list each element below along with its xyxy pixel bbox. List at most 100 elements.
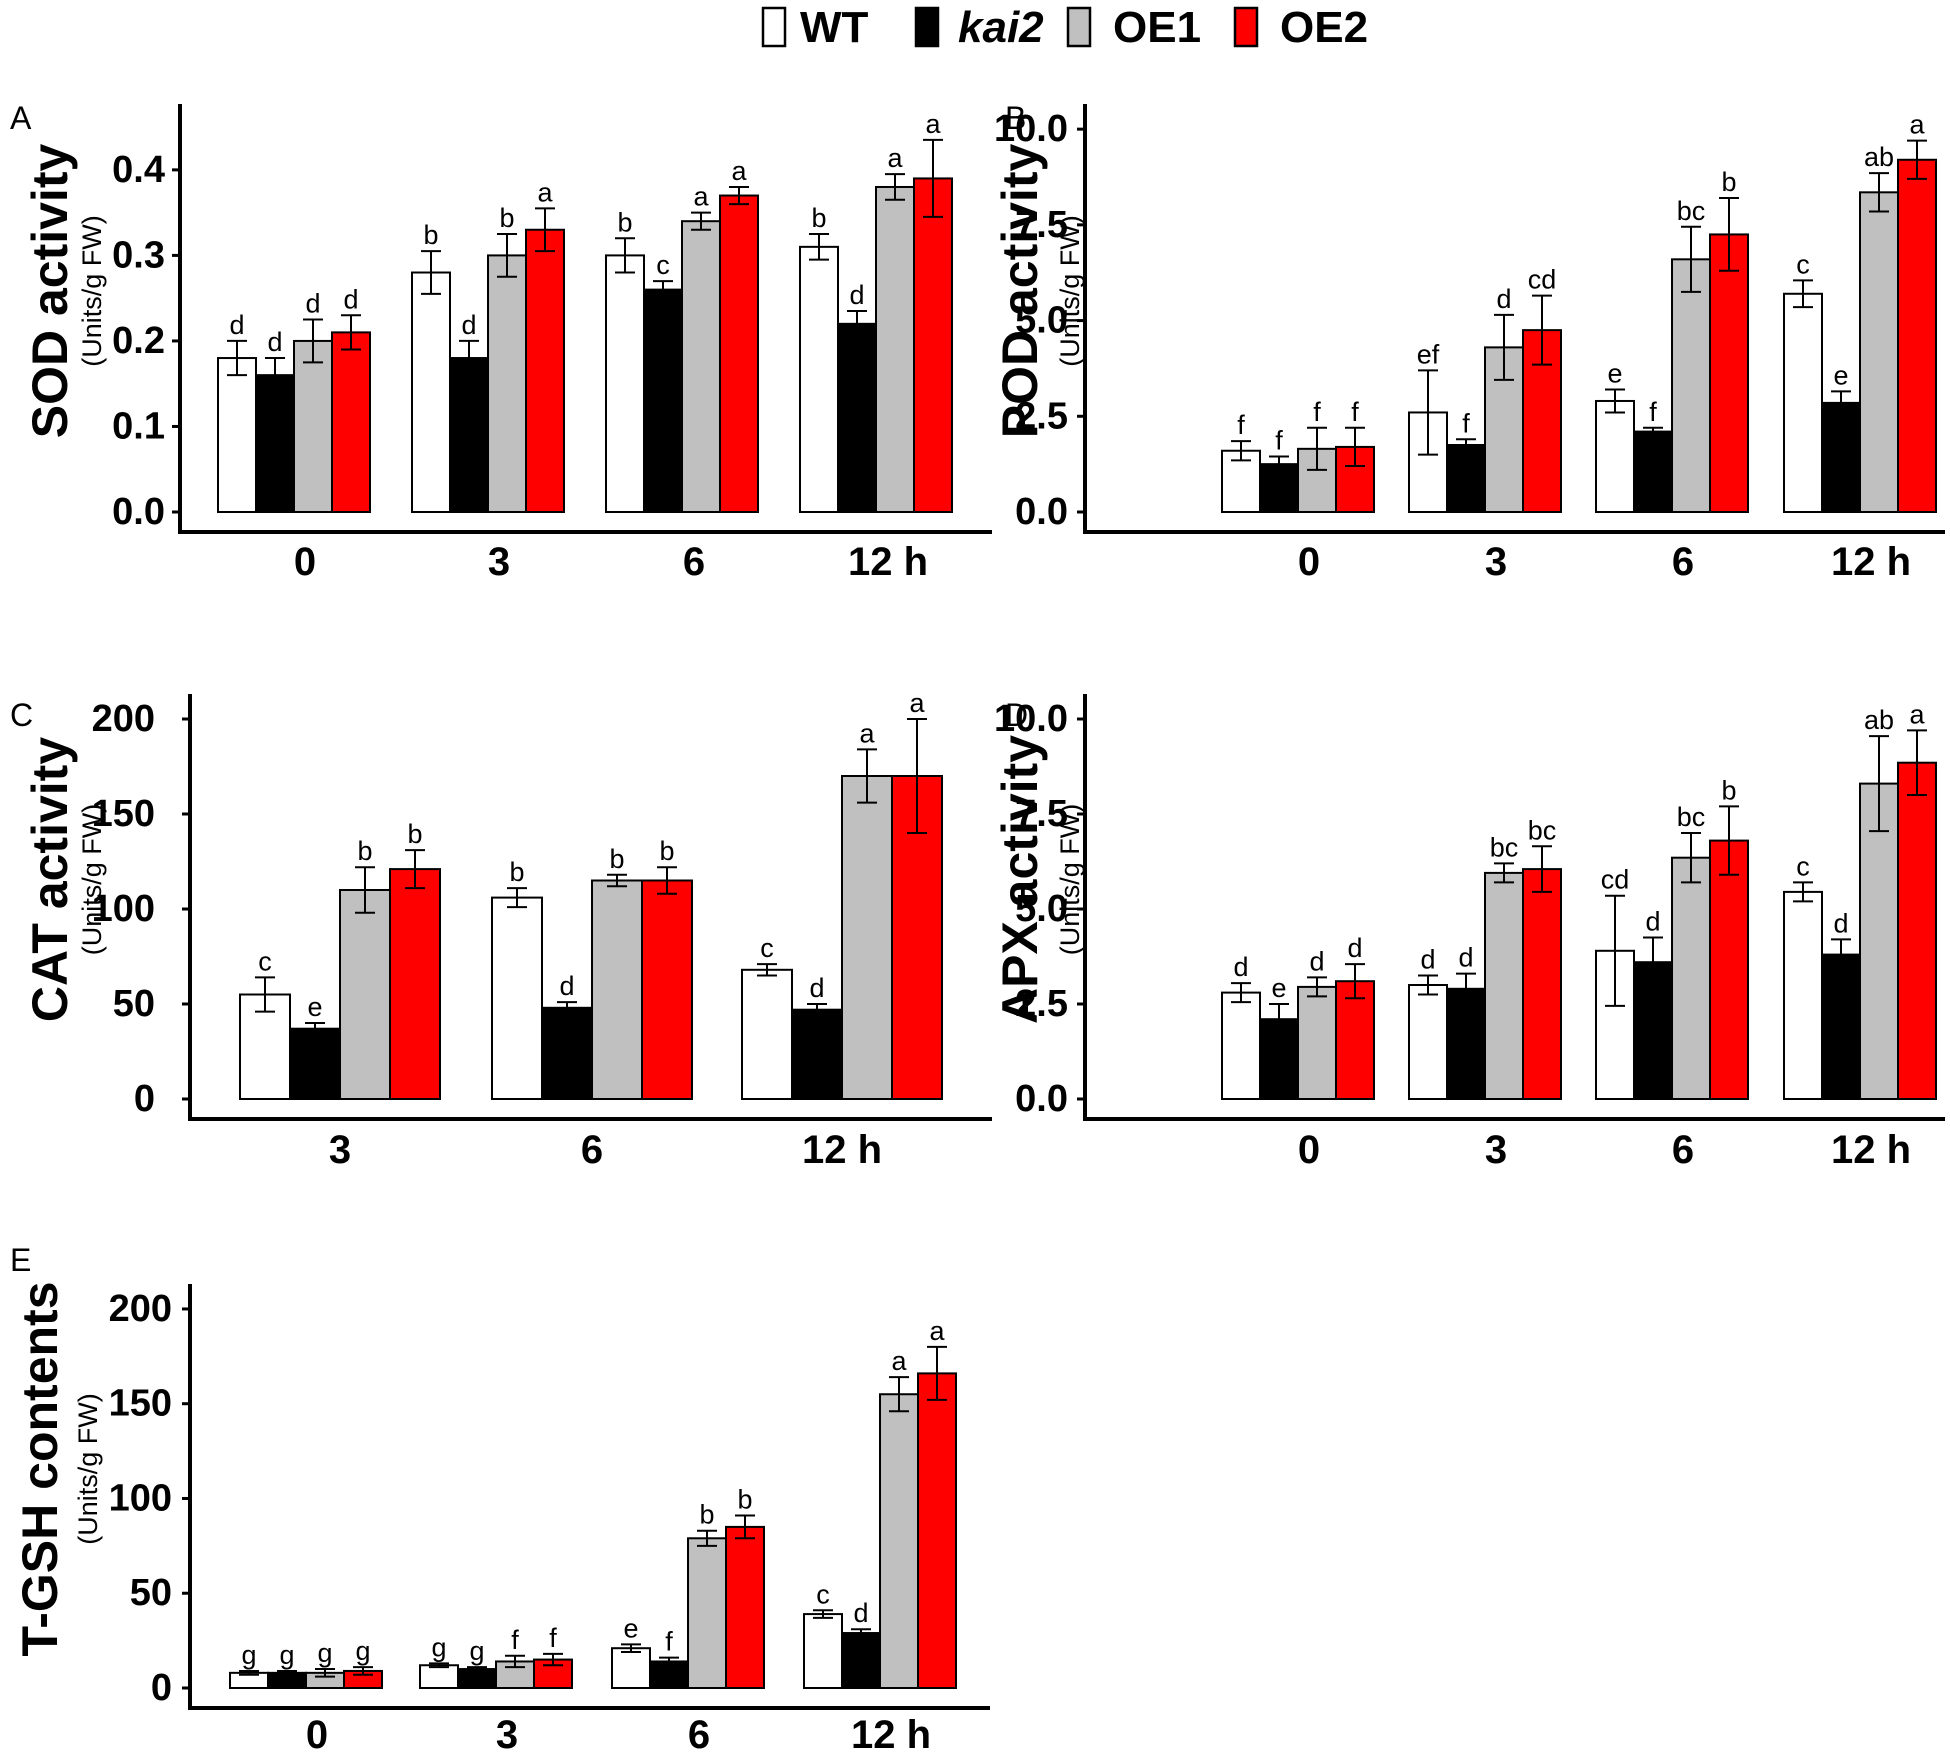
panel-c-bar-wt-12-h [741, 968, 793, 1100]
panel-e-series-oe2: g f b a [343, 1316, 957, 1690]
panel-a-bar-oe2-6 [719, 194, 759, 513]
panel-b-sig-letter-oe1-3: d [1496, 284, 1511, 314]
panel-e-letter: E [10, 1242, 31, 1278]
panel-c-sig-letter-oe2-6: b [659, 836, 674, 866]
panel-e-bar-wt-3 [419, 1664, 459, 1690]
panel-d-sig-letter-kai2-3: d [1458, 943, 1473, 973]
panel-c-ytick-label: 100 [92, 888, 155, 930]
panel-e-xtick-label-3: 3 [496, 1713, 518, 1752]
legend-label-oe2: OE2 [1280, 3, 1368, 52]
panel-b-bar-oe2-6 [1709, 233, 1749, 514]
panel-a-letter: A [10, 100, 32, 136]
panel-a-sig-letter-wt-12-h: b [811, 203, 826, 233]
panel-b-sig-letter-kai2-0: f [1275, 425, 1283, 455]
panel-a-bar-kai2-0 [255, 374, 295, 513]
panel-e-sig-letter-wt-3: g [431, 1632, 446, 1662]
panel-d-series-wt: d dcd c [1221, 851, 1823, 1101]
panel-e-sig-letter-oe1-3: f [511, 1625, 519, 1655]
panel-c-bar-kai2-6 [541, 1006, 593, 1100]
panel-c-sig-letter-kai2-6: d [559, 971, 574, 1001]
panel-b-bar-oe1-6 [1671, 258, 1711, 514]
panel-b-sig-letter-wt-0: f [1237, 410, 1245, 440]
panel-e-sig-letter-kai2-6: f [665, 1627, 673, 1657]
panel-b-bar-kai2-3 [1446, 444, 1486, 513]
panel-e-series-wt: g gec [229, 1579, 843, 1690]
panel-b-ytick-label: 5.0 [1015, 300, 1068, 342]
panel-d-xtick-label-12-h: 12 h [1831, 1128, 1911, 1172]
panel-c-sig-letter-kai2-3: e [307, 992, 322, 1022]
panel-a-sig-letter-oe1-6: a [693, 182, 709, 212]
panel-b-ytick-label: 10.0 [994, 108, 1068, 150]
panel-c-sig-letter-oe2-12-h: a [909, 688, 925, 718]
panel-b-bar-oe1-12-h [1859, 191, 1899, 513]
panel-c-ytick-label: 150 [92, 793, 155, 835]
panel-d-sig-letter-kai2-6: d [1645, 907, 1660, 937]
panel-e-sig-letter-oe2-3: f [549, 1623, 557, 1653]
panel-e-sig-letter-wt-6: e [623, 1613, 638, 1643]
panel-d-ytick-label: 0.0 [1015, 1078, 1068, 1120]
panel-e-ytick-label: 150 [109, 1383, 172, 1425]
panel-c-ytick-label: 200 [92, 698, 155, 740]
panel-e-ytick-label: 200 [109, 1288, 172, 1330]
panel-d-sig-letter-kai2-0: e [1271, 973, 1286, 1003]
panel-a-sig-letter-oe2-6: a [731, 156, 747, 186]
panel-a-sig-letter-wt-0: d [229, 310, 244, 340]
panel-d-sig-letter-wt-0: d [1233, 952, 1248, 982]
panel-b-sig-letter-kai2-3: f [1462, 408, 1470, 438]
panel-a-sig-letter-oe1-0: d [305, 289, 320, 319]
legend-label-kai2: kai2 [958, 3, 1044, 52]
panel-b-ytick-label: 0.0 [1015, 491, 1068, 533]
panel-c-sig-letter-oe1-3: b [357, 836, 372, 866]
panel-e-bar-kai2-12-h [841, 1632, 881, 1689]
panel-d-sig-letter-oe2-0: d [1347, 933, 1362, 963]
panel-e-ylabel: T-GSH contents [12, 1281, 68, 1656]
panel-b-sig-letter-oe1-12-h: ab [1864, 142, 1894, 172]
panel-e-sig-letter-oe1-12-h: a [891, 1346, 907, 1376]
panel-b-yunit: (Units/g FW) [1055, 215, 1085, 367]
panel-a-xtick-label-3: 3 [488, 540, 510, 584]
panel-b-sig-letter-wt-6: e [1607, 358, 1622, 388]
panel-a-yunit: (Units/g FW) [77, 215, 107, 367]
panel-d-bar-oe1-3 [1484, 871, 1524, 1101]
panel-d-bar-kai2-12-h [1821, 953, 1861, 1100]
panel-a-bar-wt-3 [411, 271, 451, 514]
panel-c-letter: C [10, 697, 33, 733]
legend-swatch-kai2 [914, 6, 940, 48]
panel-b-series-kai2: ff fe [1259, 360, 1861, 514]
panel-a-xtick-label-12-h: 12 h [848, 540, 928, 584]
panel-c-bar-oe1-6 [591, 879, 643, 1100]
panel-a-bar-wt-6 [605, 254, 645, 513]
panel-c-bar-oe1-12-h [841, 775, 893, 1100]
panel-e-bar-oe2-12-h [917, 1372, 957, 1690]
panel-a-ytick-label: 0.3 [112, 234, 165, 276]
panel-c-bar-kai2-12-h [791, 1008, 843, 1101]
panel-e-bar-wt-6 [611, 1647, 651, 1689]
panel-c-xtick-label-12-h: 12 h [802, 1128, 882, 1172]
panel-a-bar-oe2-12-h [913, 177, 953, 513]
panel-e-sig-letter-oe2-6: b [737, 1485, 752, 1515]
panel-d-sig-letter-oe2-3: bc [1528, 815, 1557, 845]
panel-a-bar-oe2-3 [525, 228, 565, 513]
panel-d-series-kai2: edd d [1259, 907, 1861, 1101]
panel-c-sig-letter-wt-6: b [509, 857, 524, 887]
panel-d-sig-letter-oe1-0: d [1309, 946, 1324, 976]
panel-d-sig-letter-oe1-6: bc [1677, 802, 1706, 832]
panel-e-sig-letter-oe1-0: g [317, 1638, 332, 1668]
panel-a-bar-oe1-0 [293, 339, 333, 513]
panel-d-sig-letter-oe1-12-h: ab [1864, 705, 1894, 735]
panel-e-ytick-label: 100 [109, 1477, 172, 1519]
panel-a-bar-kai2-12-h [837, 322, 877, 513]
panel-d-bar-wt-0 [1221, 991, 1261, 1100]
panel-b-sig-letter-oe2-3: cd [1528, 265, 1557, 295]
panel-a-bar-oe1-3 [487, 254, 527, 513]
legend-label-oe1: OE1 [1113, 3, 1201, 52]
panel-a-bar-oe1-6 [681, 220, 721, 513]
panel-c-sig-letter-oe2-3: b [407, 819, 422, 849]
panel-b-ytick-label: 7.5 [1015, 204, 1068, 246]
panel-a-sig-letter-oe1-3: b [499, 203, 514, 233]
panel-d-bar-oe1-12-h [1859, 782, 1899, 1100]
